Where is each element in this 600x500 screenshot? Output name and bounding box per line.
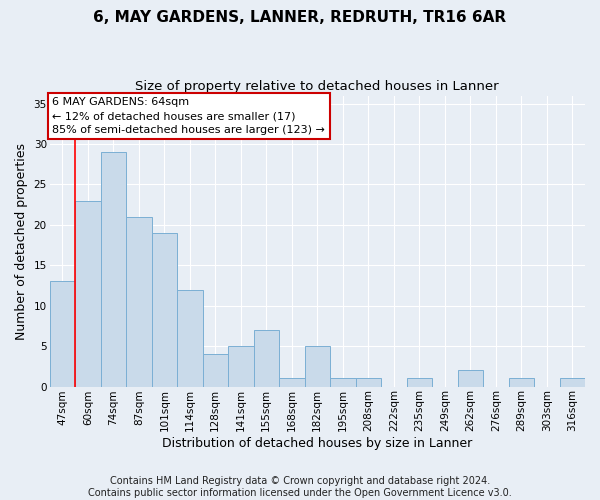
Bar	[177, 290, 203, 386]
Bar	[126, 217, 152, 386]
Bar	[152, 233, 177, 386]
Bar	[254, 330, 279, 386]
Bar	[75, 200, 101, 386]
Text: 6, MAY GARDENS, LANNER, REDRUTH, TR16 6AR: 6, MAY GARDENS, LANNER, REDRUTH, TR16 6A…	[94, 10, 506, 25]
Bar	[228, 346, 254, 387]
Title: Size of property relative to detached houses in Lanner: Size of property relative to detached ho…	[136, 80, 499, 93]
Bar	[279, 378, 305, 386]
Bar	[560, 378, 585, 386]
Text: Contains HM Land Registry data © Crown copyright and database right 2024.
Contai: Contains HM Land Registry data © Crown c…	[88, 476, 512, 498]
X-axis label: Distribution of detached houses by size in Lanner: Distribution of detached houses by size …	[162, 437, 472, 450]
Bar	[330, 378, 356, 386]
Bar	[509, 378, 534, 386]
Bar	[203, 354, 228, 386]
Bar	[407, 378, 432, 386]
Bar	[101, 152, 126, 386]
Bar	[50, 282, 75, 387]
Y-axis label: Number of detached properties: Number of detached properties	[15, 142, 28, 340]
Bar	[305, 346, 330, 387]
Bar	[458, 370, 483, 386]
Text: 6 MAY GARDENS: 64sqm
← 12% of detached houses are smaller (17)
85% of semi-detac: 6 MAY GARDENS: 64sqm ← 12% of detached h…	[52, 97, 325, 135]
Bar	[356, 378, 381, 386]
